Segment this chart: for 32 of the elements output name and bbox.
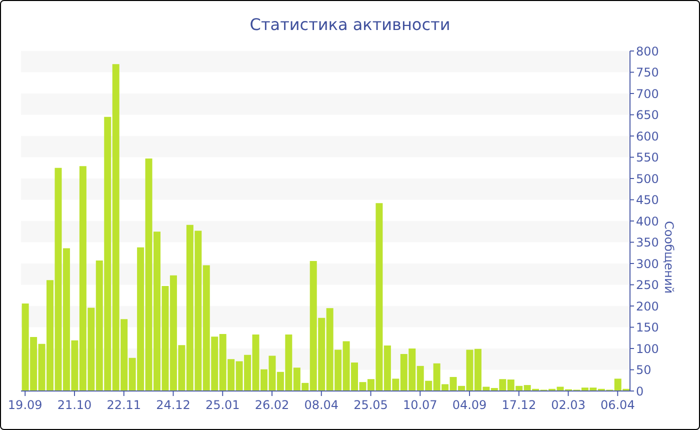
x-tick-label: 26.02	[254, 398, 290, 412]
y-tick-label: 800	[636, 44, 659, 58]
y-tick-label: 450	[636, 193, 659, 208]
y-tick-label: 250	[636, 278, 659, 292]
y-tick-label: 700	[636, 86, 659, 101]
y-tick-label: 650	[636, 108, 659, 122]
y-tick-label: 550	[636, 150, 659, 165]
x-tick-label: 08.04	[304, 398, 339, 412]
y-tick-label: 200	[636, 299, 659, 314]
x-tick-label: 22.11	[106, 398, 142, 412]
y-tick-label: 0	[636, 384, 644, 398]
x-tick-label: 24.12	[156, 398, 190, 412]
y-tick-label: 50	[636, 363, 652, 378]
y-tick-label: 350	[636, 236, 659, 250]
x-tick-label: 21.10	[57, 398, 92, 412]
y-tick-label: 400	[636, 214, 659, 228]
y-tick-label: 750	[636, 66, 659, 80]
x-tick-label: 17.12	[502, 398, 536, 412]
x-tick-label: 04.09	[452, 398, 487, 412]
x-tick-label: 06.04	[600, 398, 635, 412]
x-tick-label: 25.01	[205, 398, 240, 412]
x-tick-label: 25.05	[354, 398, 388, 412]
y-tick-label: 150	[636, 320, 659, 335]
y-tick-label: 100	[636, 342, 659, 356]
y-tick-label: 500	[636, 172, 659, 186]
y-tick-label: 600	[636, 129, 659, 144]
x-tick-label: 02.03	[551, 398, 586, 412]
chart-title: Статистика активности	[248, 15, 452, 34]
y-axis-title: Сообщений	[662, 221, 676, 294]
x-tick-label: 10.07	[402, 398, 438, 412]
x-tick-label: 19.09	[8, 398, 42, 412]
y-tick-label: 300	[636, 256, 659, 271]
